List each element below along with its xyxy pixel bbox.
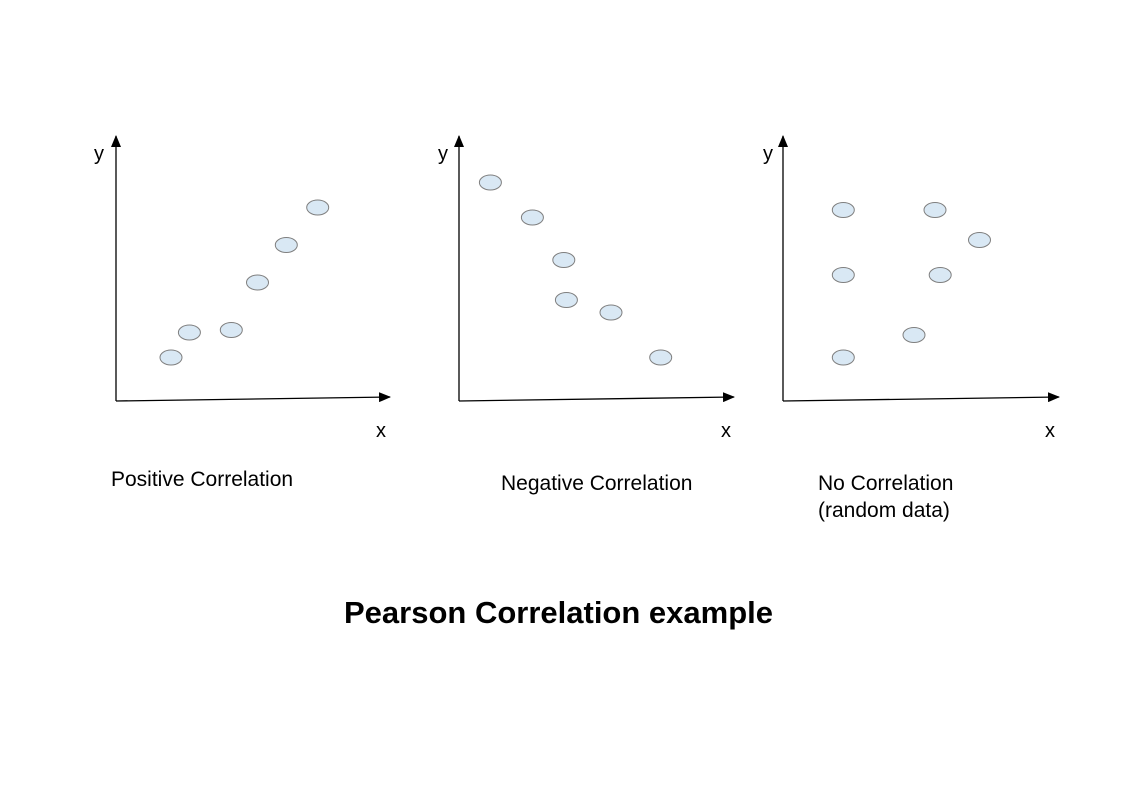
data-point [831, 349, 855, 366]
data-point [928, 267, 952, 283]
caption-no-correlation: No Correlation (random data) [818, 470, 953, 524]
x-axis-label: x [721, 420, 731, 442]
caption-line: Positive Correlation [111, 468, 294, 491]
data-point [649, 349, 673, 366]
data-point [159, 349, 183, 366]
data-point [831, 202, 855, 218]
data-point [902, 327, 926, 343]
data-point [552, 252, 576, 268]
x-axis-label: x [1045, 420, 1055, 442]
data-point [246, 274, 269, 291]
caption-line: No Correlation [818, 472, 954, 495]
caption-positive-correlation: Positive Correlation [111, 466, 293, 493]
x-axis [782, 392, 1060, 403]
data-point [478, 174, 502, 191]
data-point [219, 322, 243, 338]
data-point [923, 202, 947, 218]
x-axis-label: x [376, 420, 386, 442]
data-point [306, 199, 330, 216]
scatter-panel-3: yx [763, 135, 1060, 442]
y-axis-label: y [763, 143, 773, 165]
data-point [599, 304, 623, 321]
scatter-panel-1: yx [94, 135, 391, 442]
data-point [177, 324, 201, 341]
caption-negative-correlation: Negative Correlation [501, 470, 692, 497]
x-axis [458, 392, 735, 403]
caption-line: (random data) [818, 499, 950, 522]
data-point [274, 237, 298, 253]
data-point [554, 292, 578, 308]
scatter-panel-2: yx [438, 135, 735, 442]
figure-title: Pearson Correlation example [344, 595, 773, 630]
data-point [831, 267, 855, 283]
y-axis-label: y [94, 143, 104, 165]
y-axis-label: y [438, 143, 448, 165]
data-point [520, 209, 544, 226]
data-point [968, 232, 991, 248]
caption-line: Negative Correlation [501, 472, 693, 495]
x-axis [115, 392, 391, 403]
